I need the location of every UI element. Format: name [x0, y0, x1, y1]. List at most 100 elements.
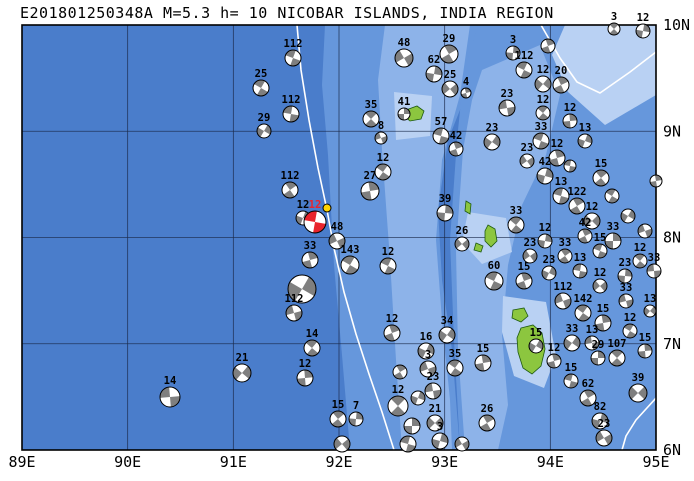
- beachball: 34: [438, 315, 456, 344]
- beachball: 12: [379, 246, 397, 275]
- depth-label: 48: [398, 37, 411, 49]
- depth-label: 8: [378, 120, 384, 132]
- depth-label: 26: [456, 225, 469, 237]
- beachball: 25: [252, 68, 270, 97]
- beachball: 14: [303, 328, 321, 357]
- beachball: 15: [515, 261, 533, 290]
- depth-label: 23: [427, 371, 440, 383]
- map-title: E201801250348A M=5.3 h= 10 NICOBAR ISLAN…: [20, 4, 554, 22]
- beachball: 12: [562, 102, 578, 129]
- lat-axis-label: 8N: [663, 229, 681, 247]
- beachball: 57: [432, 116, 450, 145]
- beachball: 15: [329, 399, 347, 428]
- beachball: 12: [537, 222, 553, 249]
- island: [511, 307, 529, 323]
- depth-label: 15: [595, 158, 608, 170]
- depth-label: 112: [284, 38, 303, 50]
- beachball: 12: [632, 242, 648, 269]
- beachball: 4: [460, 76, 472, 99]
- beachball: 112: [284, 38, 303, 67]
- depth-label: 12: [537, 64, 550, 76]
- beachball: [392, 364, 408, 380]
- beachball: [563, 159, 577, 173]
- depth-label: 82: [594, 401, 607, 413]
- beachball: 107: [608, 338, 626, 367]
- depth-label: 12: [382, 246, 395, 258]
- beachball: 112: [515, 50, 534, 79]
- depth-label: 29: [592, 339, 605, 351]
- depth-label: 15: [594, 232, 607, 244]
- depth-label: 62: [582, 378, 595, 390]
- depth-label: 35: [449, 348, 462, 360]
- beachball: 12: [583, 201, 601, 230]
- depth-label: 39: [439, 193, 452, 205]
- depth-label: 112: [285, 293, 304, 305]
- depth-label: 15: [639, 332, 652, 344]
- depth-label: 23: [524, 237, 537, 249]
- depth-label: 25: [255, 68, 268, 80]
- depth-label: 13: [579, 122, 592, 134]
- beachball: 29: [590, 339, 606, 366]
- depth-label: 35: [365, 99, 378, 111]
- beachball: 14: [159, 375, 181, 408]
- beachball: [454, 436, 470, 452]
- beachball: 33: [604, 221, 622, 250]
- depth-label: 33: [566, 323, 579, 335]
- depth-label: 12: [537, 94, 550, 106]
- depth-label: 33: [304, 240, 317, 252]
- beachball: 15: [563, 362, 579, 389]
- beachball: 112: [282, 94, 300, 123]
- depth-label: 21: [236, 352, 249, 364]
- beachball: 15: [637, 332, 653, 359]
- depth-label: 12: [551, 138, 564, 150]
- beachball: 13: [643, 293, 657, 318]
- depth-label: 29: [443, 33, 456, 45]
- epicenter-marker: [322, 203, 332, 213]
- lat-axis-label: 7N: [663, 335, 681, 353]
- depth-label: 12: [637, 12, 650, 24]
- beachball: 39: [436, 193, 454, 222]
- depth-label: 21: [429, 403, 442, 415]
- lon-axis-label: 94E: [537, 453, 564, 471]
- beachball: 12: [383, 313, 401, 342]
- beachball: 23: [498, 88, 516, 117]
- island: [484, 224, 498, 248]
- depth-label: 33: [535, 121, 548, 133]
- beachball: 15: [528, 327, 544, 354]
- depth-label: 12: [309, 199, 322, 211]
- depth-label: 42: [579, 217, 592, 229]
- depth-label: 12: [586, 201, 599, 213]
- depth-label: 60: [488, 260, 501, 272]
- beachball: 23: [617, 257, 633, 284]
- depth-label: 112: [515, 50, 534, 62]
- beachball: 42: [536, 156, 554, 185]
- beachball: [649, 174, 663, 188]
- beachball: [403, 417, 421, 435]
- beachball: 3: [607, 11, 621, 36]
- beachball: 21: [426, 403, 444, 432]
- depth-label: 143: [341, 244, 360, 256]
- depth-label: 23: [486, 122, 499, 134]
- beachball: 33: [557, 237, 573, 264]
- depth-label: 33: [559, 237, 572, 249]
- depth-label: 15: [530, 327, 543, 339]
- beachball: 23: [519, 142, 535, 169]
- beachball: 42: [577, 217, 593, 244]
- beachball: 12: [296, 358, 314, 387]
- depth-label: 12: [297, 199, 310, 211]
- bathymetry-region: [552, 25, 656, 125]
- beachball: [637, 223, 653, 239]
- depth-label: 20: [555, 65, 568, 77]
- beachball: [540, 38, 556, 54]
- depth-label: 12: [539, 222, 552, 234]
- depth-label: 39: [632, 372, 645, 384]
- lon-axis-label: 91E: [220, 453, 247, 471]
- depth-label: 7: [353, 400, 359, 412]
- depth-label: 33: [607, 221, 620, 233]
- beachball: 26: [454, 225, 470, 252]
- beachball: 122: [568, 186, 586, 215]
- beachball: 15: [594, 303, 612, 332]
- beachball: 16: [417, 331, 435, 360]
- beachball: 12: [635, 12, 651, 39]
